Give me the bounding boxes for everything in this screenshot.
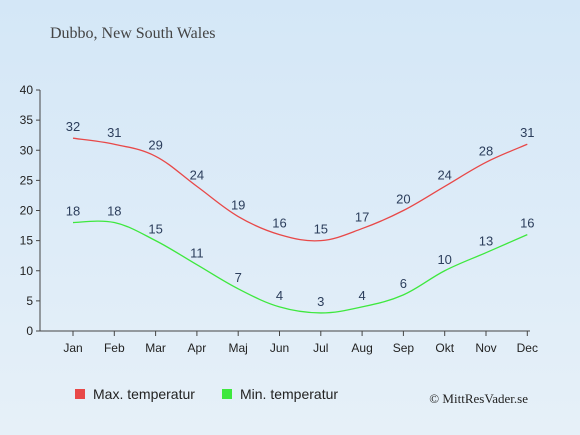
min-data-label: 13 xyxy=(479,234,493,249)
x-tick-label: Dec xyxy=(517,341,538,355)
max-data-label: 24 xyxy=(437,167,451,182)
max-data-label: 31 xyxy=(520,125,534,140)
legend-label-max: Max. temperatur xyxy=(93,386,195,402)
y-tick-label: 15 xyxy=(20,234,34,248)
min-data-label: 4 xyxy=(358,288,365,303)
series-lines xyxy=(72,137,528,314)
min-data-label: 4 xyxy=(276,288,283,303)
legend-swatch-min xyxy=(222,389,232,399)
axes: 0 5 10 15 20 25 30 35 40 Jan Feb Mar Apr Maj Jun Jul Aug… xyxy=(20,83,538,355)
x-tick-label: Aug xyxy=(351,341,372,355)
y-tick-label: 10 xyxy=(20,264,34,278)
max-data-label: 15 xyxy=(314,222,328,237)
x-tick-label: Sep xyxy=(393,341,415,355)
max-data-label: 17 xyxy=(355,210,369,225)
min-data-label: 6 xyxy=(400,276,407,291)
max-temperature-line xyxy=(72,137,528,242)
y-tick-label: 40 xyxy=(20,83,34,97)
legend: Max. temperatur Min. temperatur xyxy=(75,386,338,402)
legend-label-min: Min. temperatur xyxy=(240,386,338,402)
x-tick-label: Nov xyxy=(475,341,496,355)
x-tick-label: Okt xyxy=(435,341,454,355)
y-tick-label: 20 xyxy=(20,204,34,218)
max-data-label: 32 xyxy=(66,119,80,134)
x-tick-label: Apr xyxy=(188,341,207,355)
x-tick-label: Jun xyxy=(270,341,289,355)
max-data-label: 16 xyxy=(272,216,286,231)
min-temperature-line xyxy=(72,220,528,314)
max-data-label: 20 xyxy=(396,192,410,207)
max-data-label: 28 xyxy=(479,143,493,158)
credit-text: © MittResVader.se xyxy=(429,391,528,406)
min-data-label: 18 xyxy=(107,204,121,219)
max-data-label: 19 xyxy=(231,198,245,213)
y-tick-label: 25 xyxy=(20,173,34,187)
data-labels: 32 31 29 24 19 16 15 17 20 24 28 31 18 18 15 11 7 4 3 4 6 10 1… xyxy=(66,119,535,309)
min-data-label: 10 xyxy=(437,252,451,267)
x-tick-label: Maj xyxy=(229,341,248,355)
max-data-label: 31 xyxy=(107,125,121,140)
max-data-label: 24 xyxy=(190,167,204,182)
min-data-label: 11 xyxy=(190,246,204,261)
y-tick-label: 30 xyxy=(20,143,34,157)
chart-title: Dubbo, New South Wales xyxy=(50,25,216,42)
max-data-label: 29 xyxy=(148,137,162,152)
x-tick-label: Mar xyxy=(145,341,166,355)
x-tick-label: Jan xyxy=(63,341,82,355)
min-data-label: 7 xyxy=(235,270,242,285)
min-data-label: 16 xyxy=(520,216,534,231)
legend-swatch-max xyxy=(75,389,85,399)
x-tick-label: Feb xyxy=(104,341,125,355)
y-tick-label: 0 xyxy=(26,324,33,338)
x-tick-label: Jul xyxy=(313,341,328,355)
min-data-label: 18 xyxy=(66,204,80,219)
min-data-label: 3 xyxy=(317,294,324,309)
y-tick-label: 35 xyxy=(20,113,34,127)
y-tick-label: 5 xyxy=(26,294,33,308)
min-data-label: 15 xyxy=(148,222,162,237)
